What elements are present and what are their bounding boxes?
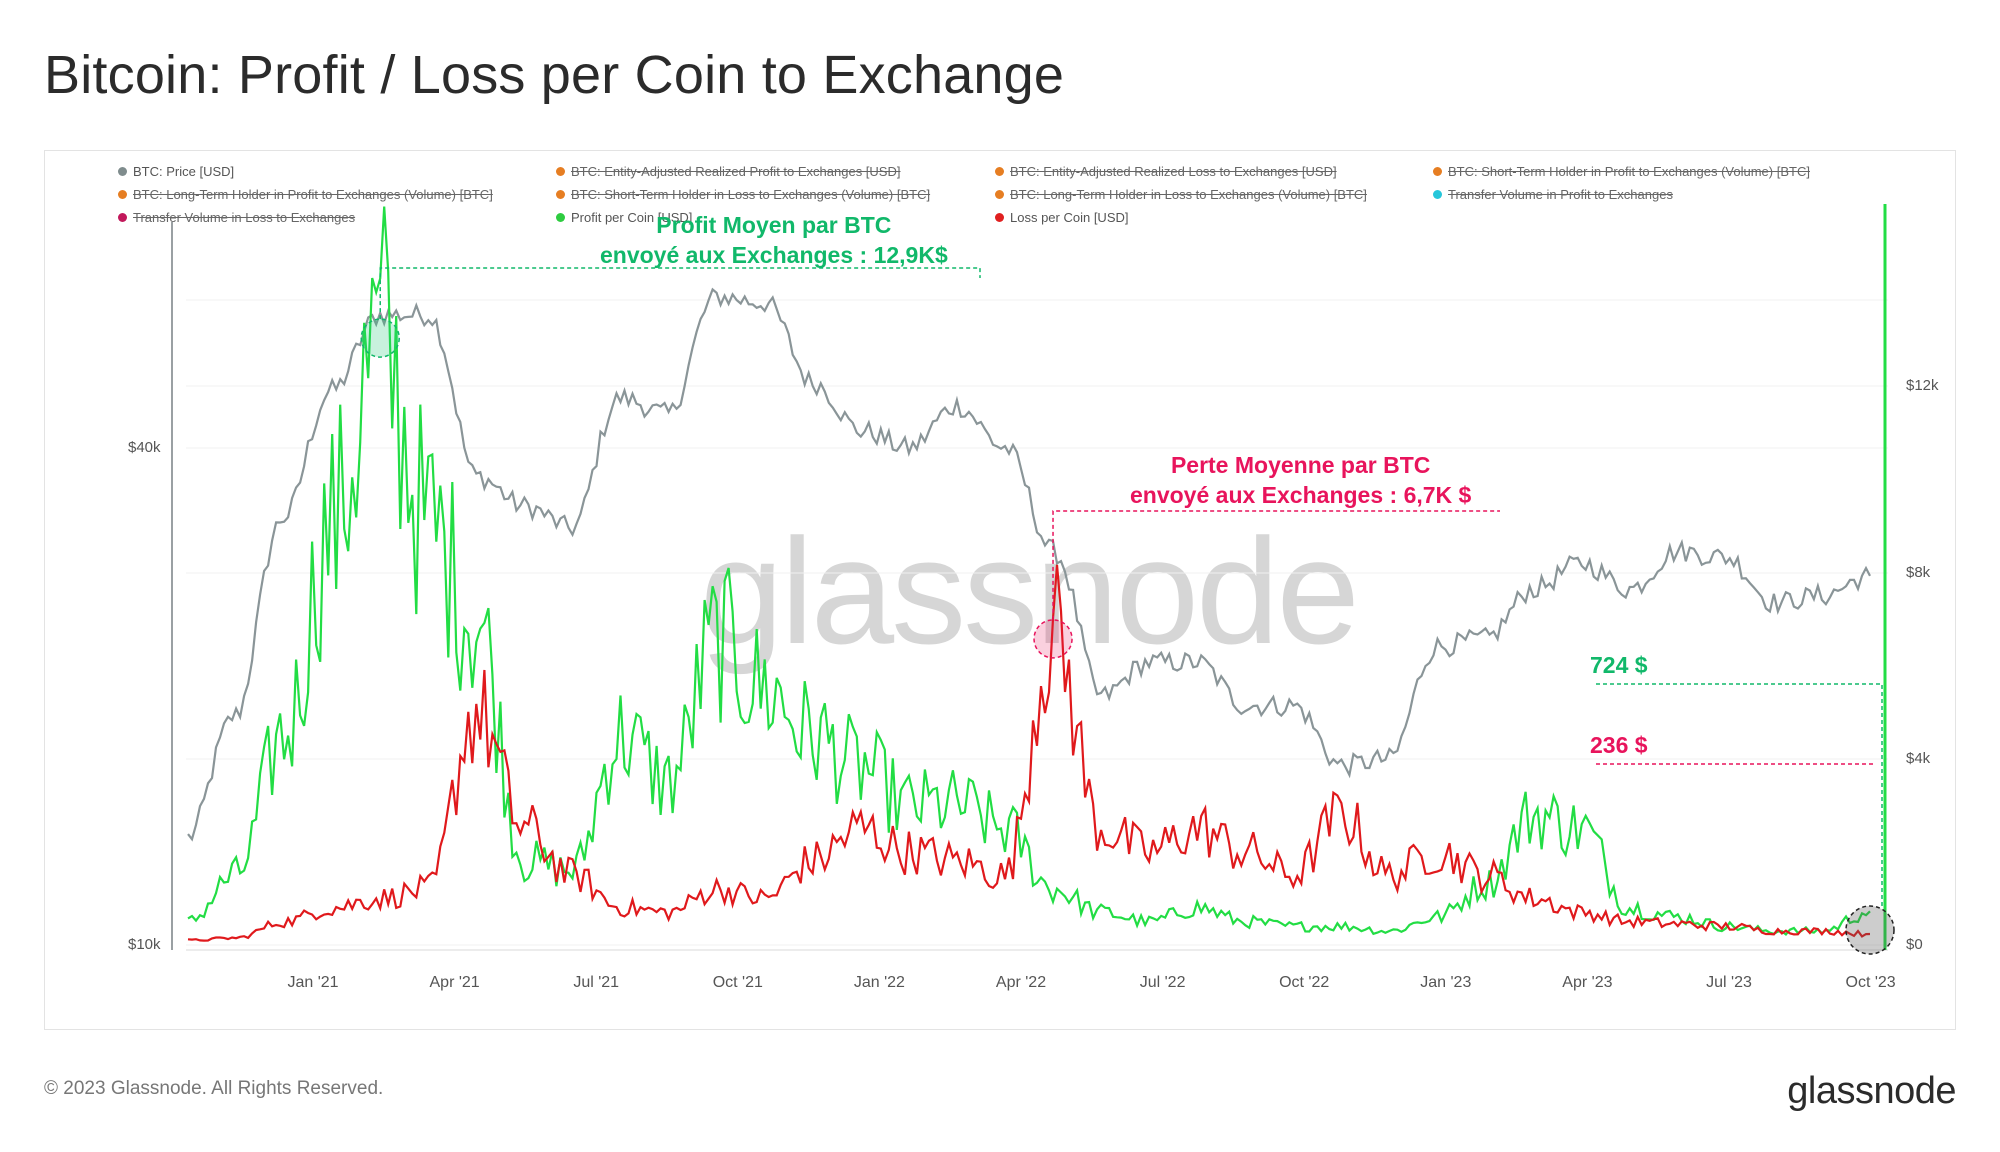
watermark: glassnode xyxy=(700,507,1360,675)
x-tick: Apr '23 xyxy=(1562,974,1613,991)
legend-dot-icon xyxy=(556,167,565,177)
profit-average-annotation: Profit Moyen par BTC envoyé aux Exchanges… xyxy=(600,212,948,268)
x-tick: Jan '23 xyxy=(1420,974,1472,991)
loss-series-line xyxy=(187,564,1871,942)
legend-item[interactable]: BTC: Long-Term Holder in Loss to Exchang… xyxy=(995,187,1367,202)
y-right-tick: $12k xyxy=(1906,377,1939,394)
x-tick: Apr '22 xyxy=(995,974,1047,991)
latest-value-marker xyxy=(1845,905,1895,955)
y-right-tick: $4k xyxy=(1906,750,1931,767)
x-tick: Oct '22 xyxy=(1279,974,1330,991)
x-tick: Jan '21 xyxy=(287,974,339,991)
copyright: © 2023 Glassnode. All Rights Reserved. xyxy=(44,1078,384,1099)
legend-label: Transfer Volume in Loss to Exchanges xyxy=(133,210,356,225)
x-tick: Apr '21 xyxy=(429,974,480,991)
profit-guide-line xyxy=(379,267,981,320)
legend-item[interactable]: Transfer Volume in Loss to Exchanges xyxy=(118,210,355,225)
brand-logo: glassnode xyxy=(1787,1070,1956,1112)
legend-item[interactable]: BTC: Price [USD] xyxy=(118,164,234,179)
legend-dot-icon xyxy=(118,167,127,177)
legend-item[interactable]: Profit per Coin [USD] xyxy=(556,210,692,225)
legend-dot-icon xyxy=(556,190,565,200)
legend-dot-icon xyxy=(556,213,565,223)
legend-dot-icon xyxy=(1433,167,1442,177)
legend-item[interactable]: BTC: Entity-Adjusted Realized Loss to Ex… xyxy=(995,164,1337,179)
y-left-tick: $10k xyxy=(128,936,161,953)
loss-last-value: 236 $ xyxy=(1590,732,1648,758)
legend-item[interactable]: Loss per Coin [USD] xyxy=(995,210,1129,225)
legend-label: BTC: Long-Term Holder in Loss to Exchang… xyxy=(1010,187,1367,202)
y-right-tick: $8k xyxy=(1906,564,1931,581)
x-tick: Oct '23 xyxy=(1845,974,1896,991)
legend-label: BTC: Short-Term Holder in Profit to Exch… xyxy=(1448,164,1810,179)
chart-frame xyxy=(44,150,1956,1030)
loss-average-annotation: Perte Moyenne par BTC envoyé aux Exchange… xyxy=(1130,452,1472,508)
x-tick: Jul '21 xyxy=(573,974,620,991)
legend-item[interactable]: BTC: Entity-Adjusted Realized Profit to … xyxy=(556,164,900,179)
profit-last-value: 724 $ xyxy=(1590,652,1648,678)
legend-dot-icon xyxy=(995,167,1004,177)
x-tick: Jul '23 xyxy=(1706,974,1752,991)
legend-label: BTC: Entity-Adjusted Realized Profit to … xyxy=(571,164,901,179)
legend-label: Profit per Coin [USD] xyxy=(571,210,693,225)
legend-dot-icon xyxy=(118,213,127,223)
y-right-tick: $0 xyxy=(1906,936,1923,953)
x-tick: Jul '22 xyxy=(1139,974,1186,991)
legend-item[interactable]: BTC: Short-Term Holder in Profit to Exch… xyxy=(1433,164,1810,179)
x-tick: Oct '21 xyxy=(712,974,763,991)
legend-dot-icon xyxy=(995,190,1004,200)
legend-label: BTC: Long-Term Holder in Profit to Excha… xyxy=(133,187,493,202)
price-series-line xyxy=(187,287,1871,842)
legend-dot-icon xyxy=(118,190,127,200)
x-tick: Jan '22 xyxy=(853,974,905,991)
legend-item[interactable]: BTC: Long-Term Holder in Profit to Excha… xyxy=(118,187,493,202)
legend-item[interactable]: BTC: Short-Term Holder in Loss to Exchan… xyxy=(556,187,930,202)
loss-peak-marker xyxy=(1033,619,1073,659)
profit-series-line xyxy=(187,206,1871,937)
legend-label: Transfer Volume in Profit to Exchanges xyxy=(1448,187,1673,202)
loss-guide-line xyxy=(1052,510,1500,620)
legend-label: BTC: Price [USD] xyxy=(133,164,235,179)
legend-label: Loss per Coin [USD] xyxy=(1010,210,1129,225)
y-left-tick: $40k xyxy=(128,439,161,456)
page-title: Bitcoin: Profit / Loss per Coin to Excha… xyxy=(44,45,1065,105)
profit-peak-marker xyxy=(360,318,400,358)
profit-last-guide xyxy=(1596,683,1883,906)
legend-label: BTC: Short-Term Holder in Loss to Exchan… xyxy=(571,187,931,202)
legend-item[interactable]: Transfer Volume in Profit to Exchanges xyxy=(1433,187,1673,202)
legend-dot-icon xyxy=(995,213,1004,223)
legend-label: BTC: Entity-Adjusted Realized Loss to Ex… xyxy=(1010,164,1337,179)
legend-dot-icon xyxy=(1433,190,1442,200)
